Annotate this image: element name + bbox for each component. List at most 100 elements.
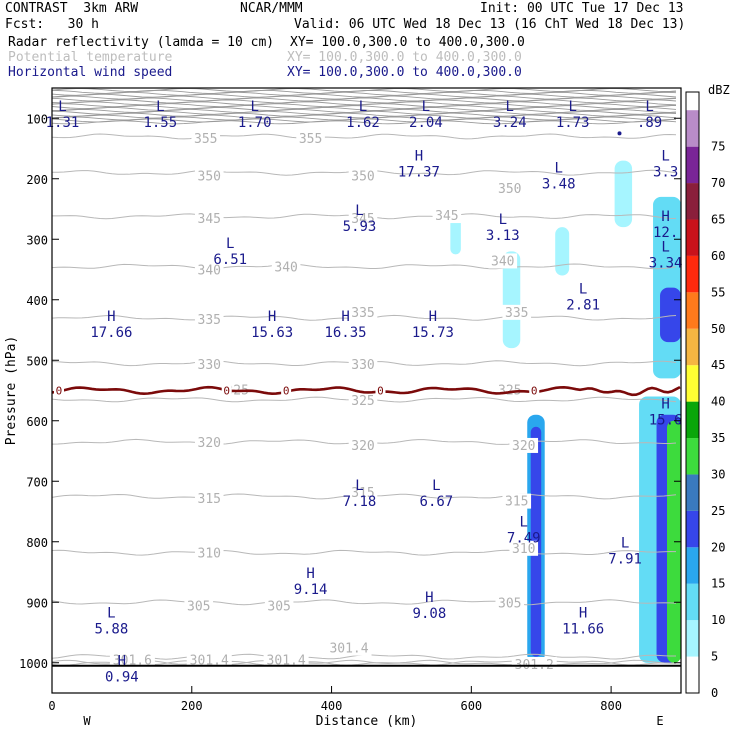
stratosphere-contour-line [51, 97, 677, 102]
colorbar-label: 50 [711, 322, 725, 336]
wind-extremum-value: 3.34 [649, 255, 683, 271]
wind-extremum-marker: H [415, 149, 423, 165]
y-axis-label: Pressure (hPa) [4, 336, 19, 446]
wind-extremum-value: 2.04 [409, 115, 443, 131]
wind-extremum-value: 7.49 [507, 531, 541, 547]
stratosphere-contour-line [51, 89, 677, 94]
theta-label-bg [509, 437, 539, 453]
stratosphere-contour-line [51, 112, 677, 117]
wind-extremum-marker: L [156, 99, 164, 115]
stratosphere-contour-line [51, 91, 677, 96]
wind-extremum-marker: L [645, 99, 653, 115]
freezing-label-bg [221, 384, 232, 396]
theta-label: 315 [198, 492, 221, 507]
colorbar-label: 25 [711, 504, 725, 518]
wind-extremum-marker: H [579, 605, 587, 621]
colorbar-label: 5 [711, 650, 718, 664]
colorbar-label: 35 [711, 431, 725, 445]
colorbar-swatch [686, 583, 699, 621]
y-tick-label: 800 [26, 536, 48, 550]
theta-label: 305 [267, 599, 290, 614]
wind-extremum-value: 6.51 [213, 252, 247, 268]
colorbar-label: 55 [711, 285, 725, 299]
wind-dot [617, 131, 622, 136]
freezing-label-bg [375, 384, 386, 396]
y-tick-label: 900 [26, 596, 48, 610]
theta-contour-line [51, 659, 677, 666]
y-tick-label: 100 [26, 112, 48, 126]
colorbar-swatch [686, 183, 699, 220]
theta-label: 350 [351, 170, 374, 185]
theta-label: 335 [198, 313, 221, 328]
theta-label: 310 [198, 547, 221, 562]
colorbar-swatch [686, 474, 699, 511]
wind-extremum-marker: L [568, 99, 576, 115]
reflectivity-cell [502, 251, 521, 349]
wind-extremum-marker: L [661, 149, 669, 165]
wind-extremum-marker: L [554, 161, 562, 177]
theta-label: 315 [505, 495, 528, 510]
colorbar-swatch [686, 365, 699, 402]
theta-label: 325 [351, 394, 374, 409]
theta-contour-layer: 355 355 350 350 350 345 345 345 340 340 340 335 335 3… [51, 131, 677, 673]
theta-label: 320 [351, 439, 374, 454]
wind-extremum-marker: L [355, 203, 363, 219]
theta-label-bg [348, 304, 378, 320]
colorbar-swatch [686, 255, 699, 293]
freezing-level-label: 0 [223, 385, 230, 398]
wind-extremum-value: 6.67 [420, 494, 454, 510]
stratosphere-contour-line [51, 120, 677, 125]
theta-label-bg [348, 485, 378, 501]
wind-extremum-value: 7.18 [343, 494, 377, 510]
colorbar-label: 75 [711, 140, 725, 154]
wind-extremum-value: 1.70 [238, 115, 272, 131]
wind-extremum-marker: L [432, 478, 440, 494]
wind-extremum-value: 15.63 [251, 325, 293, 341]
wind-extremum-marker: H [341, 309, 349, 325]
theta-label: 330 [198, 358, 221, 373]
colorbar-swatch [686, 401, 699, 439]
colorbar-label: 20 [711, 540, 725, 554]
theta-label: 305 [187, 599, 210, 614]
theta-label-bg [194, 168, 224, 184]
x-tick-label: 0 [48, 699, 55, 713]
theta-label-bg [271, 259, 301, 275]
wind-extremum-marker: L [58, 99, 66, 115]
wind-extremum-marker: L [422, 99, 430, 115]
colorbar-label: 10 [711, 613, 725, 627]
freezing-level-label: 0 [377, 385, 384, 398]
freezing-level-label: 0 [531, 385, 538, 398]
wind-extremum-value: 3.13 [486, 228, 520, 244]
wind-extremum-marker: L [499, 212, 507, 228]
field-wind-xy: XY= 100.0,300.0 to 400.0,300.0 [287, 65, 522, 80]
wind-extremum-value: 3.3 [653, 165, 678, 181]
theta-label-bg [194, 491, 224, 507]
theta-label: 335 [505, 306, 528, 321]
theta-contour-line [51, 599, 677, 606]
theta-label-bg [194, 211, 224, 227]
wind-extremum-marker: L [520, 515, 528, 531]
theta-label-bg [348, 437, 378, 453]
wind-extremum-value: 2.81 [566, 298, 600, 314]
wind-extremum-marker: L [226, 236, 234, 252]
freezing-label-bg [529, 384, 540, 396]
x-axis-label: Distance (km) [316, 714, 418, 729]
colorbar-swatch [686, 219, 699, 256]
stratosphere-contour-line [51, 110, 677, 115]
colorbar-swatch [686, 328, 699, 366]
theta-label: 335 [351, 306, 374, 321]
x-tick-label: 200 [181, 699, 203, 713]
theta-label: 330 [351, 358, 374, 373]
colorbar-label: 40 [711, 395, 725, 409]
wind-extremum-value: 15.6 [649, 413, 683, 429]
wind-extremum-value: 7.91 [608, 552, 642, 568]
colorbar-swatch [686, 620, 699, 657]
theta-label: 340 [198, 264, 221, 279]
wind-extremum-marker: H [268, 309, 276, 325]
wind-extremum-marker: L [661, 239, 669, 255]
wind-label-layer: L1.31L1.55L1.70L1.62L2.04L3.24L1.73L.89H… [46, 99, 683, 686]
field-theta-xy: XY= 100.0,300.0 to 400.0,300.0 [287, 50, 522, 65]
y-tick-label: 500 [26, 354, 48, 368]
wind-extremum-value: 3.24 [493, 115, 527, 131]
colorbar-label: 15 [711, 577, 725, 591]
